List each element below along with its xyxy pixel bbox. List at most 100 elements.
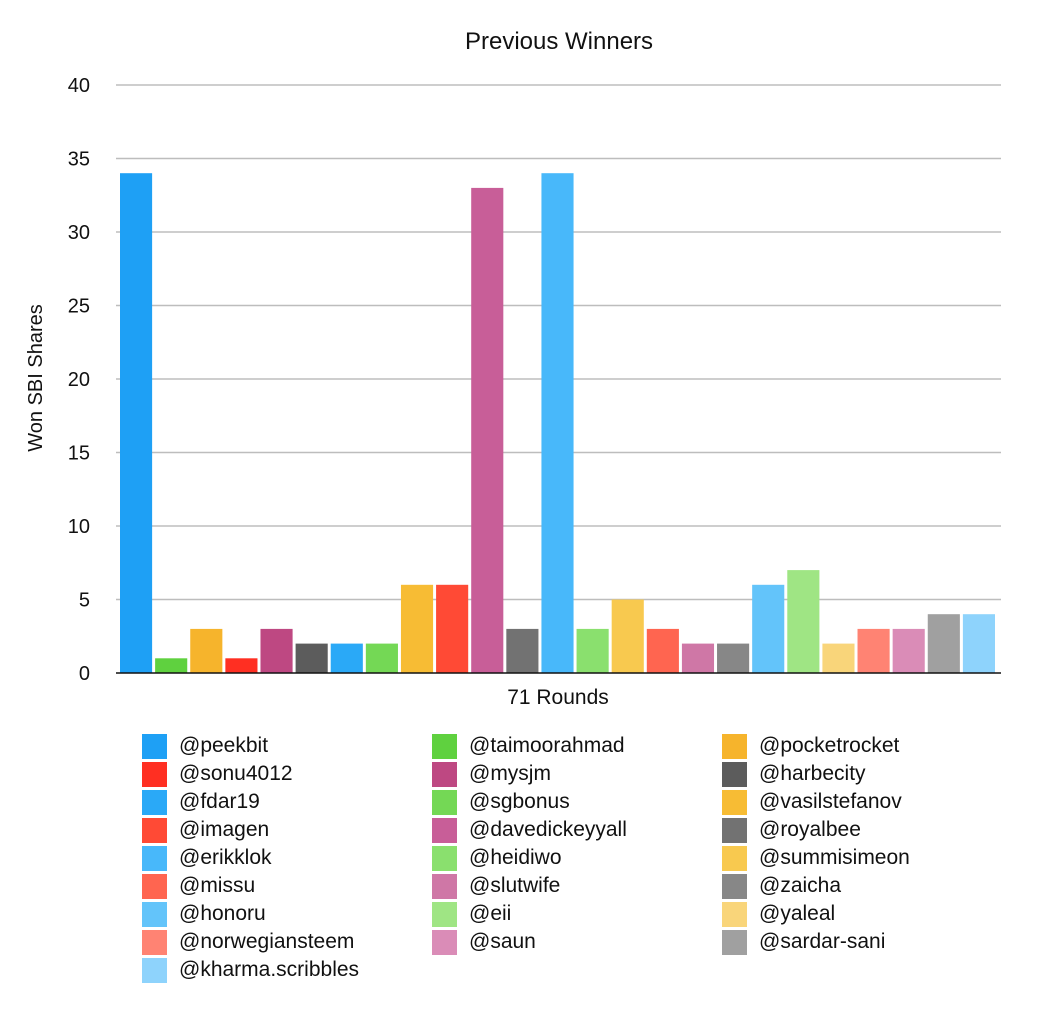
legend-item: @davedickeyyall xyxy=(432,817,627,843)
bar xyxy=(295,643,328,673)
legend-item: @sonu4012 xyxy=(142,761,293,787)
legend-swatch xyxy=(432,761,457,787)
y-tick-label: 30 xyxy=(68,222,90,244)
legend-swatch xyxy=(722,817,747,843)
legend-label: @missu xyxy=(179,874,256,897)
legend-swatch xyxy=(142,957,167,983)
legend-item: @fdar19 xyxy=(142,789,260,815)
legend-swatch xyxy=(432,929,457,955)
bar xyxy=(822,643,855,673)
legend-item: @royalbee xyxy=(722,817,861,843)
legend-swatch xyxy=(722,761,747,787)
y-tick-label: 15 xyxy=(68,443,90,465)
bar xyxy=(717,643,750,673)
legend-swatch xyxy=(432,817,457,843)
bar xyxy=(892,628,925,673)
bar xyxy=(752,584,785,673)
legend-label: @eii xyxy=(469,902,512,925)
legend-label: @erikklok xyxy=(179,846,272,869)
legend-label: @saun xyxy=(469,930,536,953)
legend-swatch xyxy=(432,845,457,871)
chart-title: Previous Winners xyxy=(465,28,653,55)
legend-label: @pocketrocket xyxy=(759,734,900,757)
bar xyxy=(541,173,574,673)
y-tick-label: 0 xyxy=(79,663,90,685)
bar xyxy=(400,584,434,673)
legend-label: @mysjm xyxy=(469,762,551,785)
bar xyxy=(436,584,469,673)
legend-label: @sgbonus xyxy=(469,790,570,813)
y-tick-label: 35 xyxy=(68,149,90,171)
legend-item: @eii xyxy=(432,901,512,927)
bar xyxy=(190,628,223,673)
y-tick-label: 25 xyxy=(68,296,90,318)
bar xyxy=(857,628,890,673)
bars xyxy=(120,173,995,673)
legend-item: @erikklok xyxy=(142,845,272,871)
legend-label: @yaleal xyxy=(759,902,836,925)
legend-item: @summisimeon xyxy=(722,845,910,871)
legend-swatch xyxy=(722,789,747,815)
bar xyxy=(506,628,539,673)
legend-swatch xyxy=(432,901,457,927)
legend-label: @davedickeyyall xyxy=(469,818,627,841)
legend-swatch xyxy=(142,929,167,955)
legend-item: @pocketrocket xyxy=(722,733,900,759)
legend-item: @sardar-sani xyxy=(722,929,886,955)
legend-label: @summisimeon xyxy=(759,846,910,869)
y-tick-label: 40 xyxy=(68,75,90,97)
y-axis-label: Won SBI Shares xyxy=(25,304,47,451)
legend-swatch xyxy=(142,901,167,927)
legend-item: @vasilstefanov xyxy=(722,789,902,815)
legend-item: @honoru xyxy=(142,901,266,927)
y-tick-label: 10 xyxy=(68,516,90,538)
legend-label: @peekbit xyxy=(179,734,269,757)
bar xyxy=(681,643,715,673)
legend-label: @sardar-sani xyxy=(759,930,886,953)
legend-swatch xyxy=(142,789,167,815)
bar xyxy=(471,187,504,673)
legend-label: @harbecity xyxy=(759,762,866,785)
legend-label: @vasilstefanov xyxy=(759,790,902,813)
legend-label: @kharma.scribbles xyxy=(179,958,360,981)
legend-swatch xyxy=(142,761,167,787)
legend-item: @missu xyxy=(142,873,256,899)
bar xyxy=(787,570,820,673)
bar xyxy=(155,658,188,673)
legend: @peekbit @taimoorahmad @pocketrocket @sonu4… xyxy=(142,733,942,994)
bar xyxy=(260,628,293,673)
bar xyxy=(330,643,363,673)
legend-swatch xyxy=(722,901,747,927)
legend-swatch xyxy=(432,789,457,815)
legend-swatch xyxy=(142,873,167,899)
y-tick-label: 5 xyxy=(79,590,90,612)
bar xyxy=(576,628,609,673)
legend-item: @peekbit xyxy=(142,733,269,759)
legend-label: @imagen xyxy=(179,818,270,841)
y-axis-ticks: 0 5 10 15 20 25 30 35 40 xyxy=(68,75,90,685)
legend-label: @royalbee xyxy=(759,818,861,841)
legend-swatch xyxy=(722,873,747,899)
x-axis-label: 71 Rounds xyxy=(507,686,609,709)
legend-swatch xyxy=(432,873,457,899)
legend-label: @zaicha xyxy=(759,874,842,897)
legend-item: @sgbonus xyxy=(432,789,570,815)
legend-swatch xyxy=(722,929,747,955)
legend-item: @imagen xyxy=(142,817,270,843)
legend-swatch xyxy=(142,845,167,871)
bar xyxy=(927,614,960,673)
legend-item: @kharma.scribbles xyxy=(142,957,360,983)
bar xyxy=(646,628,679,673)
legend-swatch xyxy=(722,733,747,759)
legend-item: @slutwife xyxy=(432,873,561,899)
legend-item: @taimoorahmad xyxy=(432,733,625,759)
legend-label: @fdar19 xyxy=(179,790,260,813)
legend-swatch xyxy=(722,845,747,871)
legend-label: @honoru xyxy=(179,902,266,925)
legend-item: @heidiwo xyxy=(432,845,562,871)
bar xyxy=(365,643,398,673)
legend-label: @slutwife xyxy=(469,874,561,897)
bar xyxy=(120,173,153,673)
legend-label: @heidiwo xyxy=(469,846,562,869)
